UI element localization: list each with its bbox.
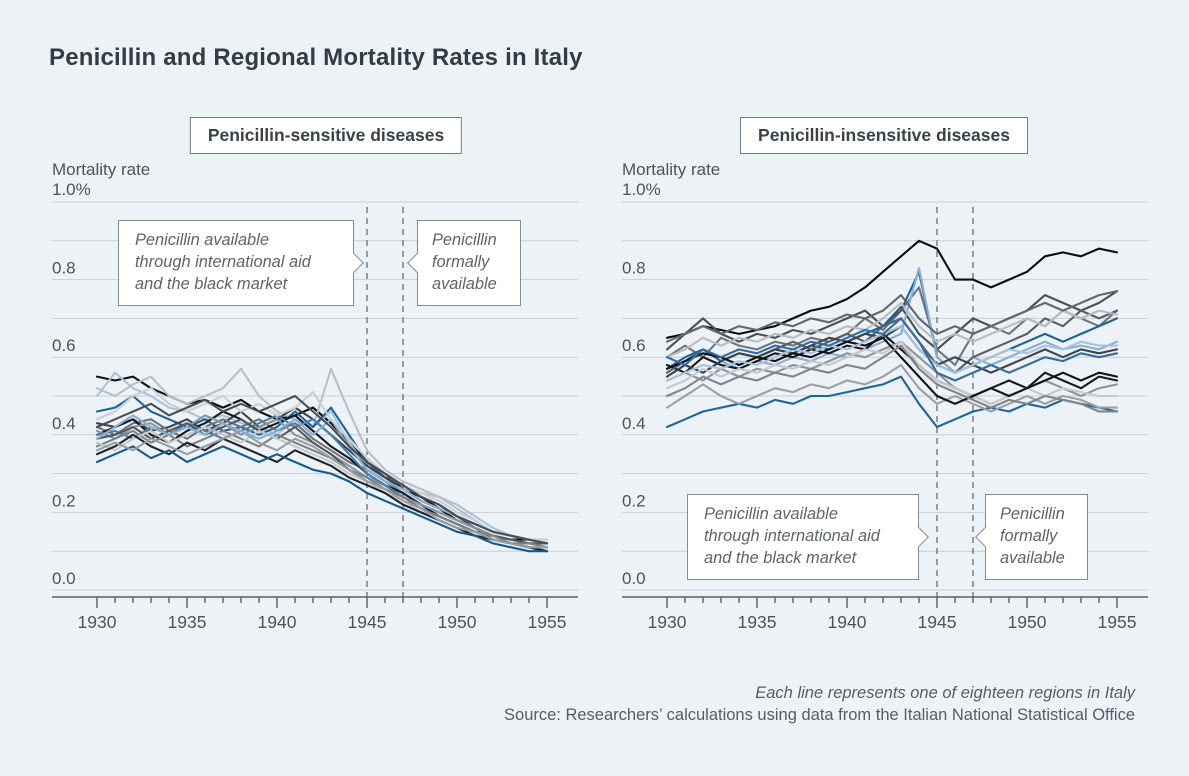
annotation-aid-black-market-left: Penicillin available through internation…: [118, 220, 364, 306]
svg-text:1930: 1930: [78, 612, 117, 632]
svg-text:1950: 1950: [1008, 612, 1047, 632]
svg-text:1.0%: 1.0%: [52, 180, 91, 199]
series-region-18: [665, 290, 1119, 343]
svg-text:0.4: 0.4: [52, 414, 76, 433]
annotation-line: formally: [432, 252, 490, 271]
source-credit: Source: Researchers’ calculations using …: [504, 706, 1135, 725]
svg-text:0.4: 0.4: [622, 414, 646, 433]
svg-text:1945: 1945: [348, 612, 387, 632]
svg-text:0.0: 0.0: [52, 569, 76, 588]
svg-text:1945: 1945: [918, 612, 957, 632]
series-region-11: [665, 325, 1119, 378]
svg-text:1.0%: 1.0%: [622, 180, 661, 199]
series-region-12: [665, 363, 1119, 413]
svg-text:1935: 1935: [168, 612, 207, 632]
annotation-line: available: [432, 274, 497, 293]
svg-text:1955: 1955: [528, 612, 567, 632]
svg-text:1940: 1940: [828, 612, 867, 632]
svg-text:0.0: 0.0: [622, 569, 646, 588]
annotation-line: and the black market: [704, 548, 857, 567]
svg-text:1935: 1935: [738, 612, 777, 632]
svg-text:0.8: 0.8: [622, 259, 646, 278]
svg-text:0.6: 0.6: [622, 336, 646, 355]
svg-text:Mortality rate: Mortality rate: [52, 160, 150, 179]
svg-text:1940: 1940: [258, 612, 297, 632]
svg-text:0.6: 0.6: [52, 336, 76, 355]
svg-text:0.2: 0.2: [52, 491, 76, 510]
annotation-line: Penicillin: [1000, 505, 1065, 523]
annotation-line: available: [1000, 548, 1065, 567]
svg-text:0.8: 0.8: [52, 259, 76, 278]
footnote-regions: Each line represents one of eighteen reg…: [755, 684, 1135, 702]
series-region-2: [665, 290, 1119, 351]
annotation-line: Penicillin: [432, 231, 497, 249]
series-region-10: [665, 301, 1119, 359]
annotation-line: through international aid: [135, 252, 311, 271]
series-region-17: [665, 317, 1119, 382]
svg-text:1950: 1950: [438, 612, 477, 632]
svg-text:0.2: 0.2: [622, 491, 646, 510]
series-region-6: [665, 332, 1119, 398]
series-region-1: [665, 239, 1119, 339]
series-region-15: [95, 429, 549, 549]
svg-text:1955: 1955: [1098, 612, 1137, 632]
panel-title-sensitive: Penicillin-sensitive diseases: [189, 117, 463, 154]
series-region-14: [95, 445, 549, 553]
annotation-line: formally: [1000, 526, 1058, 545]
series-region-15: [665, 325, 1119, 382]
page-title: Penicillin and Regional Mortality Rates …: [49, 44, 583, 71]
annotation-formally-available-left: Penicillin formally available: [407, 220, 521, 306]
annotation-aid-black-market-right: Penicillin available through internation…: [687, 494, 929, 580]
svg-text:Mortality rate: Mortality rate: [622, 160, 720, 179]
panel-title-insensitive: Penicillin-insensitive diseases: [740, 117, 1028, 154]
annotation-line: and the black market: [135, 274, 288, 293]
annotation-formally-available-right: Penicillin formally available: [975, 494, 1088, 580]
series-region-16: [665, 344, 1119, 413]
series-region-17: [95, 387, 549, 541]
series-region-14: [665, 336, 1119, 405]
svg-text:1930: 1930: [648, 612, 687, 632]
annotation-line: through international aid: [704, 526, 880, 545]
figure-footer: Each line represents one of eighteen reg…: [504, 682, 1135, 727]
annotation-line: Penicillin available: [704, 505, 838, 523]
annotation-line: Penicillin available: [135, 231, 269, 249]
series-region-18: [95, 394, 549, 545]
series-region-9: [665, 375, 1119, 429]
